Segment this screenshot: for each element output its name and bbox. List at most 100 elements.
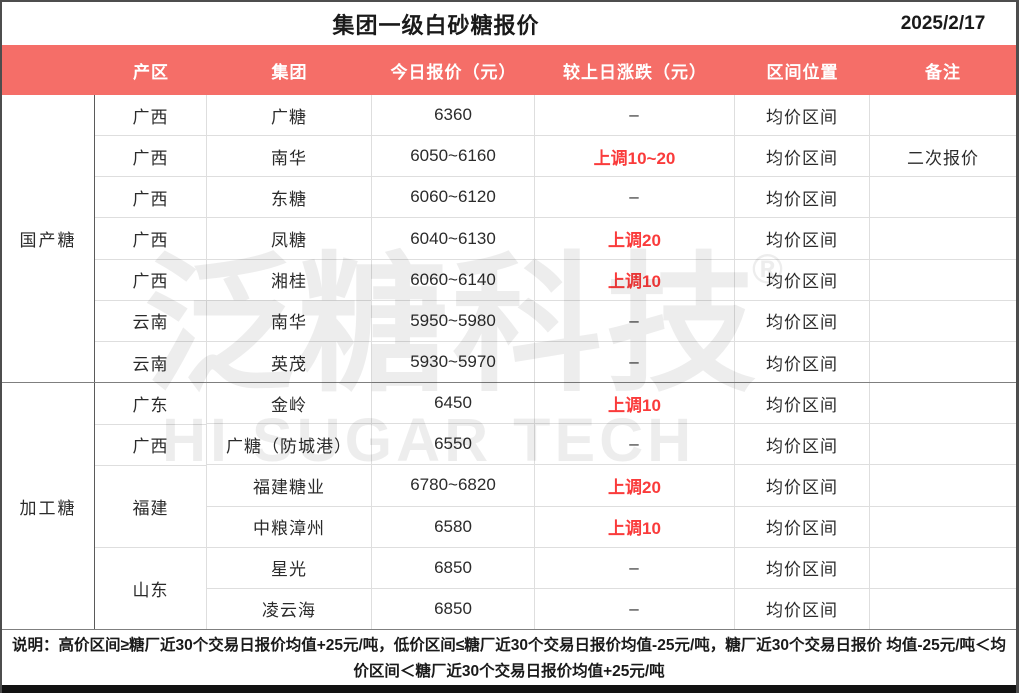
- note-cell: [870, 465, 1016, 505]
- header-position: 区间位置: [766, 62, 839, 82]
- table-row: 中粮漳州 6580 上调10 均价区间: [207, 506, 1016, 548]
- group-label: 加工糖: [2, 383, 95, 629]
- page-title: 集团一级白砂糖报价: [332, 12, 540, 38]
- price-cell: 6780~6820: [372, 465, 535, 506]
- price-cell: 6550: [372, 424, 535, 465]
- report-date: 2025/2/17: [900, 12, 986, 34]
- change-cell: –: [535, 424, 735, 465]
- position-cell: 均价区间: [735, 341, 870, 383]
- position-cell: 均价区间: [735, 588, 870, 630]
- table-row: 星光 6850– 均价区间: [207, 547, 1016, 589]
- table-section: 加工糖 广东 广西 福建 山东 金岭 6450 上调10 均价区间 广糖（防城港） 6550– 均价区…: [2, 382, 1016, 630]
- change-cell: 上调10: [535, 383, 735, 424]
- group-label: 国产糖: [2, 95, 95, 383]
- price-cell: 6450: [372, 383, 535, 424]
- region-cell: 广东: [95, 383, 206, 425]
- change-cell: –: [535, 547, 735, 588]
- header-region: 产区: [133, 62, 169, 82]
- change-cell: –: [535, 588, 735, 630]
- price-cell: 6040~6130: [372, 218, 535, 259]
- position-cell: 均价区间: [735, 424, 870, 465]
- price-cell: 6360: [372, 95, 535, 136]
- change-cell: –: [535, 95, 735, 136]
- table-row: 湘桂 6060~6140 上调10 均价区间: [207, 259, 1016, 301]
- table-header: 产区 集团 今日报价（元） 较上日涨跌（元） 区间位置 备注: [2, 45, 1016, 95]
- note-cell: [870, 260, 1016, 300]
- note-cell: [870, 342, 1016, 382]
- price-cell: 6850: [372, 547, 535, 588]
- price-cell: 5930~5970: [372, 341, 535, 383]
- position-cell: 均价区间: [735, 383, 870, 424]
- group-cell: 福建糖业: [207, 465, 372, 506]
- group-cell: 广糖（防城港）: [207, 424, 372, 465]
- note-cell: [870, 95, 1016, 135]
- bottom-edge-bar: [2, 685, 1016, 693]
- note-cell: [870, 218, 1016, 258]
- table-row: 东糖 6060~6120– 均价区间: [207, 177, 1016, 219]
- position-cell: 均价区间: [735, 95, 870, 136]
- group-cell: 凌云海: [207, 588, 372, 630]
- note-cell: 二次报价: [907, 148, 979, 168]
- change-cell: –: [535, 300, 735, 341]
- position-cell: 均价区间: [735, 218, 870, 259]
- footnote-line1: 说明：高价区间≥糖厂近30个交易日报价均值+25元/吨，低价区间≤糖厂近30个交…: [11, 637, 883, 654]
- region-cell: 广西: [95, 95, 206, 137]
- price-cell: 6060~6120: [372, 177, 535, 218]
- group-cell: 金岭: [207, 383, 372, 424]
- group-cell: 南华: [207, 136, 372, 177]
- group-cell: 广糖: [207, 95, 372, 136]
- group-cell: 英茂: [207, 341, 372, 383]
- table-row: 福建糖业 6780~6820 上调20 均价区间: [207, 465, 1016, 507]
- price-cell: 6050~6160: [372, 136, 535, 177]
- note-cell: [870, 177, 1016, 217]
- region-cell: 山东: [132, 581, 169, 600]
- note-cell: [870, 301, 1016, 341]
- footnote: 说明：高价区间≥糖厂近30个交易日报价均值+25元/吨，低价区间≤糖厂近30个交…: [2, 629, 1016, 685]
- table-row: 凤糖 6040~6130 上调20 均价区间: [207, 218, 1016, 260]
- position-cell: 均价区间: [735, 177, 870, 218]
- change-cell: –: [535, 177, 735, 218]
- note-cell: [870, 507, 1016, 547]
- position-cell: 均价区间: [735, 506, 870, 547]
- price-cell: 6580: [372, 506, 535, 547]
- price-cell: 5950~5980: [372, 300, 535, 341]
- region-cell: 云南: [95, 301, 206, 342]
- header-price: 今日报价（元）: [390, 62, 517, 82]
- price-cell: 6060~6140: [372, 259, 535, 300]
- group-cell: 星光: [207, 547, 372, 588]
- note-cell: [870, 589, 1016, 629]
- region-cell: 广西: [95, 260, 206, 301]
- position-cell: 均价区间: [735, 465, 870, 506]
- region-cell: 云南: [132, 354, 169, 374]
- group-cell: 湘桂: [207, 259, 372, 300]
- position-cell: 均价区间: [735, 300, 870, 341]
- rows-column: 金岭 6450 上调10 均价区间 广糖（防城港） 6550– 均价区间 福建糖业 6780~6…: [207, 383, 1016, 630]
- change-cell: 上调10~20: [535, 136, 735, 177]
- region-cell: 广西: [95, 136, 206, 178]
- change-cell: 上调20: [535, 218, 735, 259]
- table-body: 国产糖 广西 广西 广西 广西 广西 云南 云南 广糖 6360– 均价区间 南华 6050~6160 上…: [2, 95, 1016, 630]
- footnote-line2: 均值-25元/吨＜均价区间＜糖厂近30个交易日报价均值+25元/吨: [353, 637, 1007, 680]
- table-row: 南华 6050~6160 上调10~20 均价区间 二次报价: [207, 136, 1016, 178]
- header-group: 集团: [271, 62, 308, 82]
- region-cell: 福建: [95, 466, 206, 549]
- change-cell: 上调20: [535, 465, 735, 506]
- header-change: 较上日涨跌（元）: [563, 62, 707, 82]
- table-row: 凌云海 6850– 均价区间: [207, 588, 1016, 630]
- group-cell: 南华: [207, 300, 372, 341]
- change-cell: –: [535, 341, 735, 383]
- note-cell: [870, 548, 1016, 588]
- note-cell: [870, 383, 1016, 423]
- table-row: 金岭 6450 上调10 均价区间: [207, 383, 1016, 425]
- group-cell: 东糖: [207, 177, 372, 218]
- group-cell: 中粮漳州: [207, 506, 372, 547]
- position-cell: 均价区间: [735, 259, 870, 300]
- note-cell: [870, 424, 1016, 464]
- header-note: 备注: [925, 62, 961, 82]
- position-cell: 均价区间: [735, 136, 870, 177]
- table-row: 英茂 5930~5970– 均价区间: [207, 341, 1016, 383]
- table-section: 国产糖 广西 广西 广西 广西 广西 云南 云南 广糖 6360– 均价区间 南华 6050~6160 上…: [2, 95, 1016, 383]
- region-cell: 广西: [95, 177, 206, 219]
- table-row: 南华 5950~5980– 均价区间: [207, 300, 1016, 342]
